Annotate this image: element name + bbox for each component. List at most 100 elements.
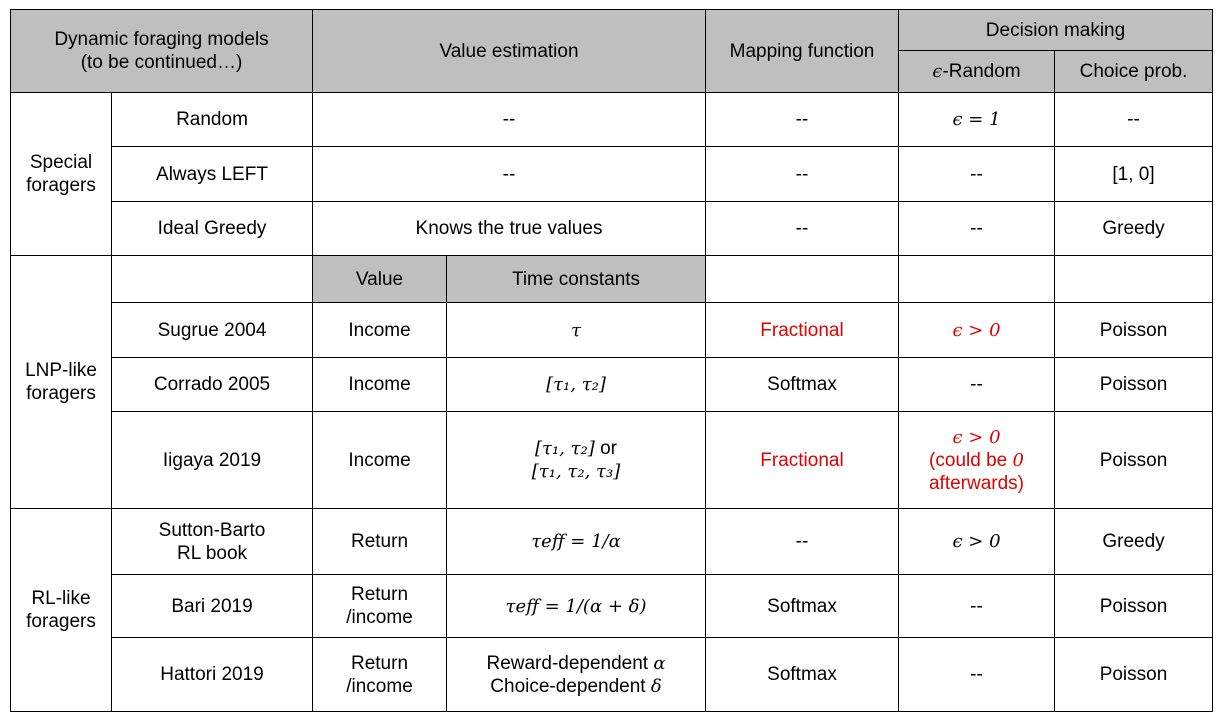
- table-row: Always LEFT -- -- -- [1, 0]: [11, 146, 1213, 202]
- header-eps-random-label: -Random: [942, 61, 1021, 82]
- mapping-cell: --: [705, 146, 899, 202]
- header-decision-making: Decision making: [898, 9, 1213, 51]
- lnp-subheader-row: LNP-like foragers Value Time constants: [10, 255, 1213, 509]
- value-estimation-cell: Knows the true values: [312, 201, 706, 256]
- eps-math: ϵ > 0: [952, 319, 1001, 341]
- value-line2: /income: [346, 607, 413, 628]
- time-line-1: [τ₁, τ₂] or: [451, 437, 701, 460]
- table-row: Hattori 2019 Return /income Reward-depen…: [11, 637, 1213, 712]
- group-label-line2: foragers: [26, 611, 96, 632]
- choice-cell: Poisson: [1054, 574, 1213, 638]
- eps-cell: --: [898, 637, 1055, 712]
- value-cell: Return: [312, 508, 447, 575]
- eps-cell: ϵ > 0: [898, 302, 1055, 358]
- choice-cell: Poisson: [1054, 302, 1213, 358]
- header-eps-random: ϵ-Random: [898, 50, 1055, 93]
- model-name: Random: [111, 92, 313, 147]
- model-name: Always LEFT: [111, 146, 313, 202]
- eps-math: ϵ = 1: [952, 109, 1001, 130]
- model-name: Iigaya 2019: [111, 411, 313, 509]
- time-line-2: [τ₁, τ₂, τ₃]: [451, 460, 701, 483]
- value-estimation-cell: --: [312, 92, 706, 147]
- model-name-line2: RL book: [176, 542, 248, 564]
- header-models: Dynamic foraging models (to be continued…: [10, 9, 313, 93]
- choice-cell: --: [1054, 92, 1213, 147]
- time-math: τ: [571, 319, 581, 341]
- table-row: Sugrue 2004 Income τ Fractional ϵ > 0 Po…: [11, 302, 1213, 358]
- model-name: Corrado 2005: [111, 357, 313, 412]
- alpha-symbol: α: [653, 652, 666, 674]
- model-name: Ideal Greedy: [111, 201, 313, 256]
- empty-cell: [1054, 255, 1213, 303]
- time-math: τeff = 1/(α + δ): [505, 595, 647, 617]
- header-value-estimation: Value estimation: [312, 9, 706, 93]
- header-row-2: ϵ-Random Choice prob.: [11, 50, 1213, 93]
- time-constants-cell: [τ₁, τ₂] or [τ₁, τ₂, τ₃]: [446, 411, 706, 509]
- group-special-foragers: Special foragers: [10, 92, 112, 256]
- group-label-line2: foragers: [26, 175, 96, 196]
- subheader-time-constants: Time constants: [446, 255, 706, 303]
- mapping-cell: Softmax: [705, 637, 899, 712]
- choice-cell: Poisson: [1054, 637, 1213, 712]
- empty-cell: [898, 255, 1055, 303]
- value-line2: /income: [346, 675, 413, 697]
- model-name: Hattori 2019: [111, 637, 313, 712]
- choice-cell: Poisson: [1054, 357, 1213, 412]
- model-name-line1: Sutton-Barto: [158, 519, 266, 541]
- table-row: RL-like foragers Sutton-Barto RL book Re…: [10, 508, 1213, 712]
- empty-cell: [705, 255, 899, 303]
- eps-cell: --: [898, 146, 1055, 202]
- group-label-line1: LNP-like: [25, 360, 97, 381]
- time-math: [τ₁, τ₂]: [546, 374, 606, 395]
- value-cell: Income: [312, 357, 447, 412]
- time-line-1: Reward-dependent α: [451, 652, 701, 675]
- header-models-line1: Dynamic foraging models: [54, 29, 269, 50]
- time-or: or: [594, 438, 618, 459]
- time-line1-text: Reward-dependent: [486, 652, 654, 674]
- group-label-line1: Special: [29, 152, 93, 173]
- value-cell: Return /income: [312, 574, 447, 638]
- value-cell: Return /income: [312, 637, 447, 712]
- mapping-cell: --: [705, 92, 899, 147]
- table-row: Corrado 2005 Income [τ₁, τ₂] Softmax -- …: [11, 357, 1213, 412]
- eps-cell: ϵ > 0 (could be 0 afterwards): [898, 411, 1055, 509]
- eps-cell: --: [898, 574, 1055, 638]
- table-row: Bari 2019 Return /income τeff = 1/(α + δ…: [11, 574, 1213, 638]
- group-label-line1: RL-like: [31, 588, 91, 609]
- epsilon-symbol: ϵ: [932, 61, 943, 82]
- header-models-line2: (to be continued…): [80, 52, 243, 73]
- value-cell: Income: [312, 411, 447, 509]
- time-constants-cell: τ: [446, 302, 706, 358]
- value-line1: Return: [350, 584, 409, 605]
- mapping-cell: Fractional: [705, 411, 899, 509]
- empty-cell: [111, 255, 313, 303]
- time-constants-cell: [τ₁, τ₂]: [446, 357, 706, 412]
- mapping-cell: --: [705, 201, 899, 256]
- mapping-cell: Softmax: [705, 357, 899, 412]
- table-row: Iigaya 2019 Income [τ₁, τ₂] or [τ₁, τ₂, …: [11, 411, 1213, 509]
- eps-math: ϵ > 0: [952, 426, 1001, 448]
- model-name: Sutton-Barto RL book: [111, 508, 313, 575]
- eps-cell: --: [898, 357, 1055, 412]
- time-math: τeff = 1/α: [531, 531, 621, 552]
- group-rl-foragers: RL-like foragers: [10, 508, 112, 712]
- choice-cell: Greedy: [1054, 508, 1213, 575]
- model-name: Bari 2019: [111, 574, 313, 638]
- choice-cell: Poisson: [1054, 411, 1213, 509]
- time-math: [τ₁, τ₂]: [534, 438, 595, 459]
- eps-cell: --: [898, 201, 1055, 256]
- mapping-cell: Softmax: [705, 574, 899, 638]
- eps-math: ϵ > 0: [952, 531, 1001, 552]
- table-row: Special foragers Random -- -- ϵ = 1 --: [10, 92, 1213, 256]
- time-math: [τ₁, τ₂, τ₃]: [531, 461, 621, 482]
- mapping-cell: Fractional: [705, 302, 899, 358]
- eps-note-zero: 0: [1012, 449, 1024, 471]
- model-name: Sugrue 2004: [111, 302, 313, 358]
- time-constants-cell: τeff = 1/(α + δ): [446, 574, 706, 638]
- delta-symbol: δ: [650, 675, 662, 697]
- time-line-2: Choice-dependent δ: [451, 675, 701, 698]
- value-estimation-cell: --: [312, 146, 706, 202]
- time-constants-cell: τeff = 1/α: [446, 508, 706, 575]
- mapping-cell: --: [705, 508, 899, 575]
- eps-note-line2: afterwards): [928, 472, 1025, 494]
